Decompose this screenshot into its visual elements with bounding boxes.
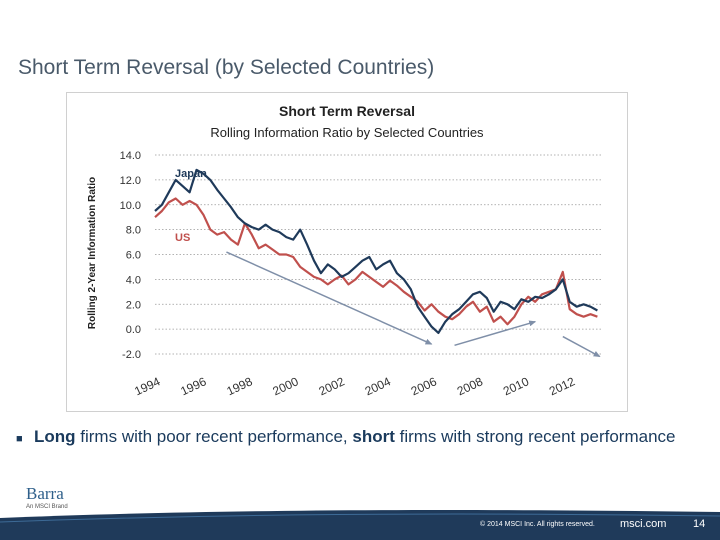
y-axis-label: Rolling 2-Year Information Ratio: [87, 177, 98, 329]
series-line-us: [154, 197, 598, 326]
footer-wave-line: [0, 513, 720, 523]
bullet-short-word: short: [352, 427, 395, 446]
y-tick-label: 12.0: [120, 175, 141, 187]
series-label-us: US: [175, 232, 190, 244]
site-link[interactable]: msci.com: [620, 518, 667, 530]
y-tick-label: 10.0: [120, 200, 141, 212]
x-tick-label: 2004: [363, 374, 393, 398]
x-tick-label: 1998: [224, 374, 254, 398]
y-tick-label: -2.0: [122, 349, 141, 361]
chart-subtitle: Rolling Information Ratio by Selected Co…: [210, 125, 484, 140]
footer-wave-shape: [0, 510, 720, 540]
bullet-point: ■ Long firms with poor recent performanc…: [16, 426, 706, 448]
bullet-text: Long firms with poor recent performance,…: [16, 426, 706, 448]
y-tick-label: 14.0: [120, 150, 141, 162]
copyright-text: © 2014 MSCI Inc. All rights reserved.: [480, 521, 595, 528]
bullet-long-word: Long: [34, 427, 76, 446]
y-tick-label: 8.0: [126, 225, 141, 237]
x-tick-label: 1996: [178, 374, 208, 398]
y-tick-label: 0.0: [126, 324, 141, 336]
trend-arrow: [226, 251, 433, 345]
series-label-japan: Japan: [175, 168, 207, 180]
y-tick-label: 6.0: [126, 250, 141, 262]
chart-container: 14.0 12.0 10.0 8.0 6.0 4.0 2.0 0.0 -2.0 1994 1996 1…: [66, 92, 628, 412]
x-tick-label: 2008: [455, 374, 485, 398]
slide-title: Short Term Reversal (by Selected Countri…: [18, 56, 435, 79]
x-tick-label: 2010: [501, 374, 531, 398]
trend-arrow: [454, 320, 537, 347]
x-tick-label: 2000: [270, 374, 300, 398]
bullet-mid-text: firms with poor recent performance,: [75, 427, 353, 446]
trend-arrow: [562, 335, 601, 358]
x-tick-label: 1994: [132, 374, 162, 398]
barra-logo: Barra: [26, 484, 64, 503]
y-tick-label: 2.0: [126, 299, 141, 311]
bullet-end-text: firms with strong recent performance: [394, 427, 676, 446]
x-tick-label: 2012: [547, 374, 577, 398]
bullet-square-icon: ■: [16, 433, 23, 445]
page-number: 14: [693, 518, 706, 530]
series-line-japan: [154, 168, 598, 334]
logo-tagline: An MSCI Brand: [26, 504, 68, 510]
x-tick-label: 2002: [317, 374, 347, 398]
footer-band: [0, 510, 720, 540]
line-chart: 14.0 12.0 10.0 8.0 6.0 4.0 2.0 0.0 -2.0 1994 1996 1…: [87, 103, 602, 398]
y-tick-label: 4.0: [126, 274, 141, 286]
x-tick-label: 2006: [409, 374, 439, 398]
chart-title: Short Term Reversal: [279, 103, 415, 119]
